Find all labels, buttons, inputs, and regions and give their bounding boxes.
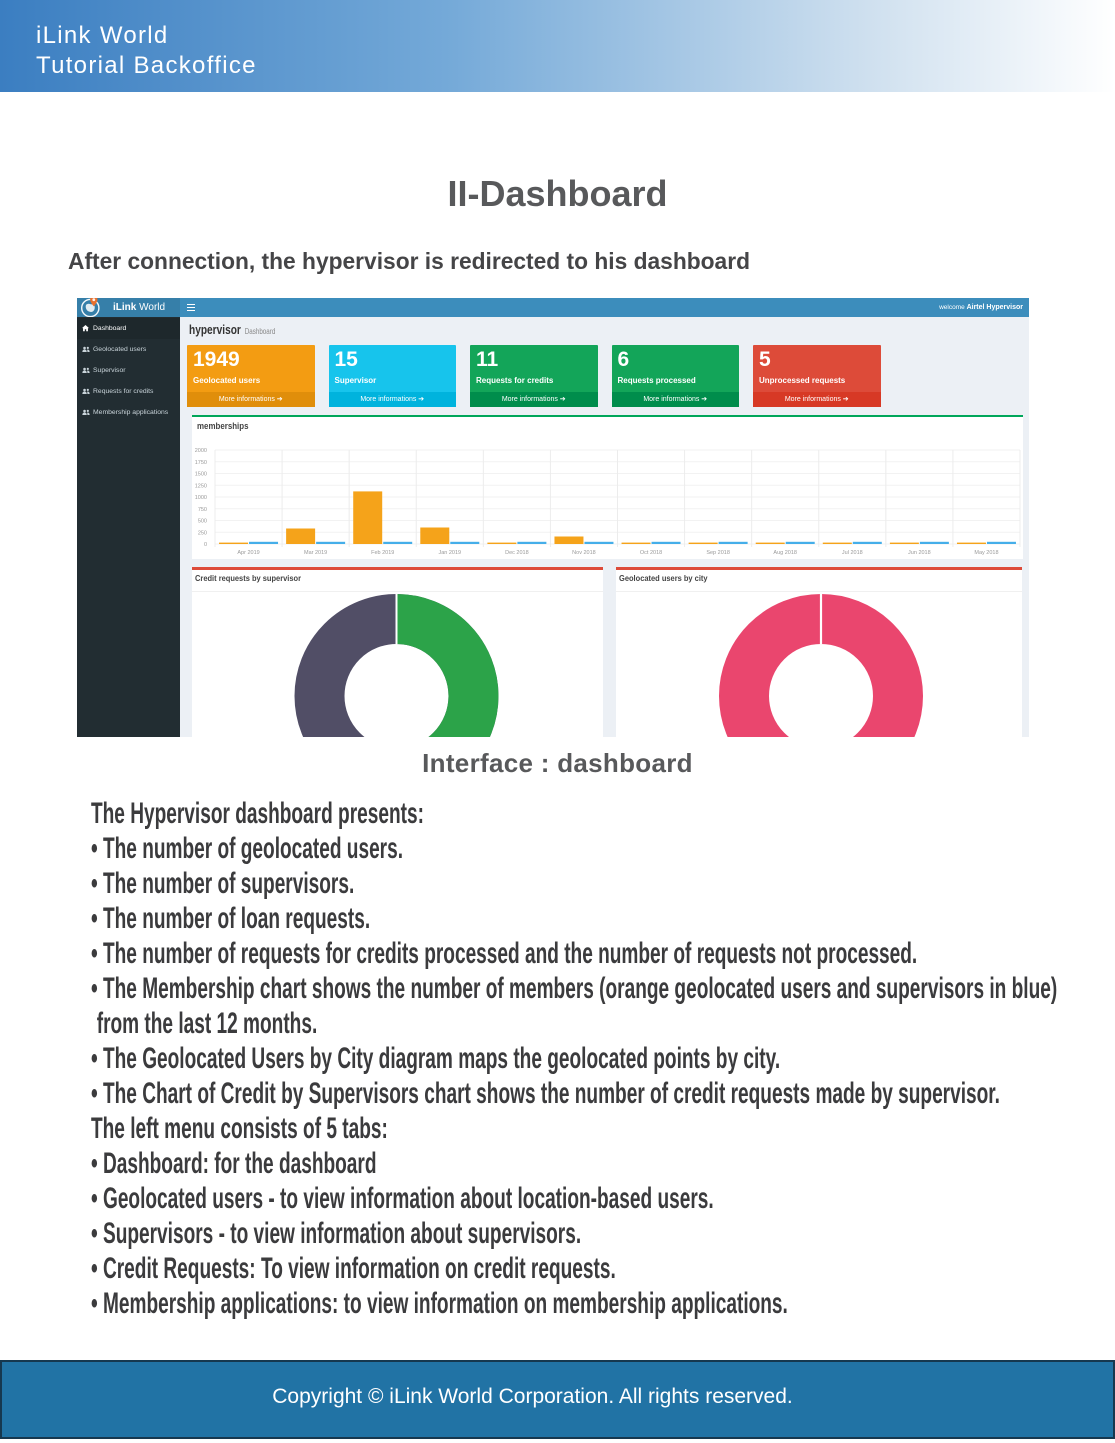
svg-text:1750: 1750 [195, 460, 207, 466]
svg-text:Aug 2018: Aug 2018 [773, 550, 797, 556]
svg-text:750: 750 [198, 507, 207, 513]
svg-text:Jun 2018: Jun 2018 [908, 550, 931, 556]
svg-text:Jul 2018: Jul 2018 [842, 550, 863, 556]
svg-text:Sep 2018: Sep 2018 [706, 550, 730, 556]
svg-text:1250: 1250 [195, 483, 207, 489]
svg-text:Oct 2018: Oct 2018 [640, 550, 662, 556]
svg-text:May 2018: May 2018 [974, 550, 998, 556]
svg-text:Apr 2019: Apr 2019 [237, 550, 259, 556]
svg-text:0: 0 [204, 542, 207, 548]
svg-text:Feb 2019: Feb 2019 [371, 550, 394, 556]
svg-text:2000: 2000 [195, 448, 207, 454]
svg-text:Dec 2018: Dec 2018 [505, 550, 529, 556]
svg-text:1000: 1000 [195, 495, 207, 501]
svg-text:Mar 2019: Mar 2019 [304, 550, 327, 556]
svg-text:500: 500 [198, 519, 207, 525]
svg-text:1500: 1500 [195, 472, 207, 478]
svg-text:250: 250 [198, 530, 207, 536]
svg-text:Jan 2019: Jan 2019 [438, 550, 461, 556]
svg-text:Nov 2018: Nov 2018 [572, 550, 596, 556]
